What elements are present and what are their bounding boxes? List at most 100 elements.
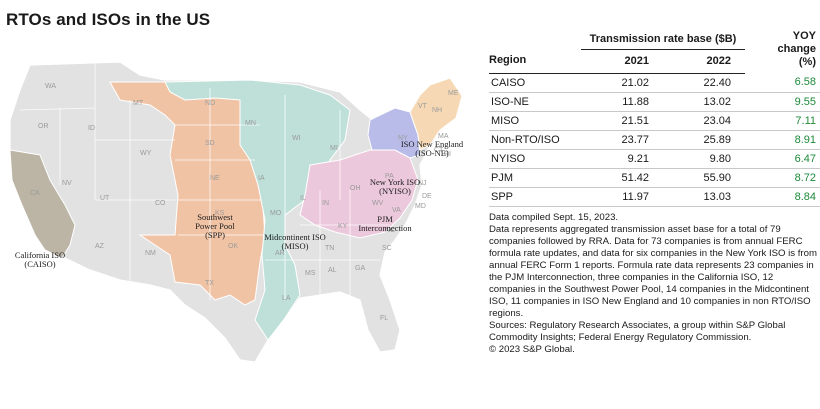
state-label-az: AZ bbox=[95, 243, 105, 250]
region-cell: NYISO bbox=[489, 149, 581, 169]
table-row: ISO-NE 11.88 13.02 9.55 bbox=[489, 92, 820, 112]
state-label-ne: NE bbox=[210, 175, 220, 182]
yoy-cell: 8.72 bbox=[745, 168, 820, 188]
state-label-nd: ND bbox=[205, 100, 215, 107]
value-2022-cell: 13.02 bbox=[663, 92, 745, 112]
state-label-nm: NM bbox=[145, 250, 156, 257]
yoy-cell: 9.55 bbox=[745, 92, 820, 112]
state-label-mi: MI bbox=[330, 145, 338, 152]
state-label-id: ID bbox=[88, 125, 95, 132]
state-label-mo: MO bbox=[270, 210, 282, 217]
note-compiled: Data compiled Sept. 15, 2023. bbox=[489, 211, 619, 223]
yoy-cell: 6.58 bbox=[745, 73, 820, 93]
state-label-tn: TN bbox=[325, 245, 334, 252]
state-label-ma: MA bbox=[438, 133, 449, 140]
state-label-ca: CA bbox=[30, 190, 40, 197]
state-label-ok: OK bbox=[228, 243, 238, 250]
state-label-tx: TX bbox=[205, 280, 214, 287]
state-label-va: VA bbox=[392, 207, 401, 214]
state-label-mt: MT bbox=[133, 100, 144, 107]
state-label-ut: UT bbox=[100, 195, 110, 202]
state-label-nh: NH bbox=[432, 107, 442, 114]
table-row: Non-RTO/ISO 23.77 25.89 8.91 bbox=[489, 130, 820, 150]
value-2021-cell: 51.42 bbox=[581, 168, 663, 188]
state-label-mn: MN bbox=[245, 120, 256, 127]
state-label-oh: OH bbox=[350, 185, 361, 192]
us-rto-iso-map: WA OR CA NV ID MT WY UT AZ CO NM ND SD NE KS OK TX MN IA MO… bbox=[9, 61, 464, 363]
state-label-pa: PA bbox=[385, 173, 394, 180]
value-2022-cell: 13.03 bbox=[663, 187, 745, 207]
region-cell: MISO bbox=[489, 111, 581, 131]
map-region-caiso bbox=[9, 149, 76, 259]
state-label-la: LA bbox=[282, 295, 291, 302]
value-2022-cell: 25.89 bbox=[663, 130, 745, 150]
state-label-vt: VT bbox=[418, 103, 428, 110]
note-sources: Sources: Regulatory Research Associates,… bbox=[489, 319, 786, 343]
state-label-ct: CT bbox=[434, 147, 444, 154]
blank-header bbox=[489, 30, 581, 49]
region-cell: CAISO bbox=[489, 73, 581, 93]
chart-title: RTOs and ISOs in the US bbox=[6, 10, 211, 29]
state-label-sd: SD bbox=[205, 140, 215, 147]
map-region-miso bbox=[164, 79, 351, 341]
footnotes: Data compiled Sept. 15, 2023. Data repre… bbox=[489, 212, 820, 356]
state-label-ar: AR bbox=[275, 250, 285, 257]
region-labels: California ISO (CAISO) Southwest Power Pool… bbox=[15, 139, 464, 269]
state-label-fl: FL bbox=[380, 315, 388, 322]
state-label-nj: NJ bbox=[418, 180, 427, 187]
value-2021-cell: 23.77 bbox=[581, 130, 663, 150]
state-label-md: MD bbox=[415, 203, 426, 210]
region-cell: PJM bbox=[489, 168, 581, 188]
map-region-nyiso bbox=[367, 107, 421, 159]
yoy-header-line: YOY bbox=[792, 30, 816, 42]
state-label-ky: KY bbox=[338, 223, 348, 230]
state-label-wv: WV bbox=[372, 200, 384, 207]
table-row: MISO 21.51 23.04 7.11 bbox=[489, 111, 820, 131]
state-label-ms: MS bbox=[305, 270, 316, 277]
region-header: Region bbox=[489, 49, 581, 74]
region-cell: ISO-NE bbox=[489, 92, 581, 112]
state-label-ks: KS bbox=[215, 210, 225, 217]
table-body: CAISO 21.02 22.40 6.58 ISO-NE 11.88 13.02 9.55 M… bbox=[489, 73, 820, 207]
region-label-pjm: PJM Interconnection bbox=[358, 214, 412, 233]
map-region-isone bbox=[409, 77, 463, 151]
state-label-de: DE bbox=[422, 193, 432, 200]
note-description: Data represents aggregated transmission … bbox=[489, 223, 817, 319]
yoy-header: YOY change (%) bbox=[745, 30, 820, 73]
state-label-in: IN bbox=[322, 200, 329, 207]
yoy-cell: 8.91 bbox=[745, 130, 820, 150]
state-label-ga: GA bbox=[355, 265, 365, 272]
value-2021-cell: 9.21 bbox=[581, 149, 663, 169]
region-label-miso: Midcontinent ISO (MISO) bbox=[264, 232, 326, 251]
yoy-header-line: (%) bbox=[798, 56, 816, 68]
rate-base-table-panel: Transmission rate base ($B) YOY change (%)… bbox=[489, 30, 820, 356]
state-label-wa: WA bbox=[45, 83, 56, 90]
state-label-il: IL bbox=[300, 195, 306, 202]
region-label-spp: Southwest Power Pool (SPP) bbox=[195, 212, 235, 240]
yoy-cell: 7.11 bbox=[745, 111, 820, 131]
year-2022-header: 2022 bbox=[663, 49, 745, 74]
state-label-nv: NV bbox=[62, 180, 72, 187]
table-row: PJM 51.42 55.90 8.72 bbox=[489, 168, 820, 188]
value-2021-cell: 11.88 bbox=[581, 92, 663, 112]
value-2022-cell: 22.40 bbox=[663, 73, 745, 93]
value-2021-cell: 21.51 bbox=[581, 111, 663, 131]
state-label-ia: IA bbox=[258, 175, 265, 182]
region-cell: Non-RTO/ISO bbox=[489, 130, 581, 150]
value-2022-cell: 9.80 bbox=[663, 149, 745, 169]
state-label-co: CO bbox=[155, 200, 166, 207]
state-label-al: AL bbox=[328, 267, 337, 274]
state-label-nc: NC bbox=[385, 227, 395, 234]
state-label-me: ME bbox=[448, 90, 459, 97]
state-label-wi: WI bbox=[292, 135, 301, 142]
region-label-nyiso: New York ISO (NYISO) bbox=[370, 177, 420, 196]
state-abbreviations: WA OR CA NV ID MT WY UT AZ CO NM ND SD NE KS OK TX MN IA MO… bbox=[30, 83, 459, 322]
value-2022-cell: 55.90 bbox=[663, 168, 745, 188]
region-cell: SPP bbox=[489, 187, 581, 207]
table-row: SPP 11.97 13.03 8.84 bbox=[489, 187, 820, 207]
state-label-sc: SC bbox=[382, 245, 392, 252]
table-row: CAISO 21.02 22.40 6.58 bbox=[489, 73, 820, 93]
year-2021-header: 2021 bbox=[581, 49, 663, 74]
yoy-cell: 8.84 bbox=[745, 187, 820, 207]
value-2022-cell: 23.04 bbox=[663, 111, 745, 131]
